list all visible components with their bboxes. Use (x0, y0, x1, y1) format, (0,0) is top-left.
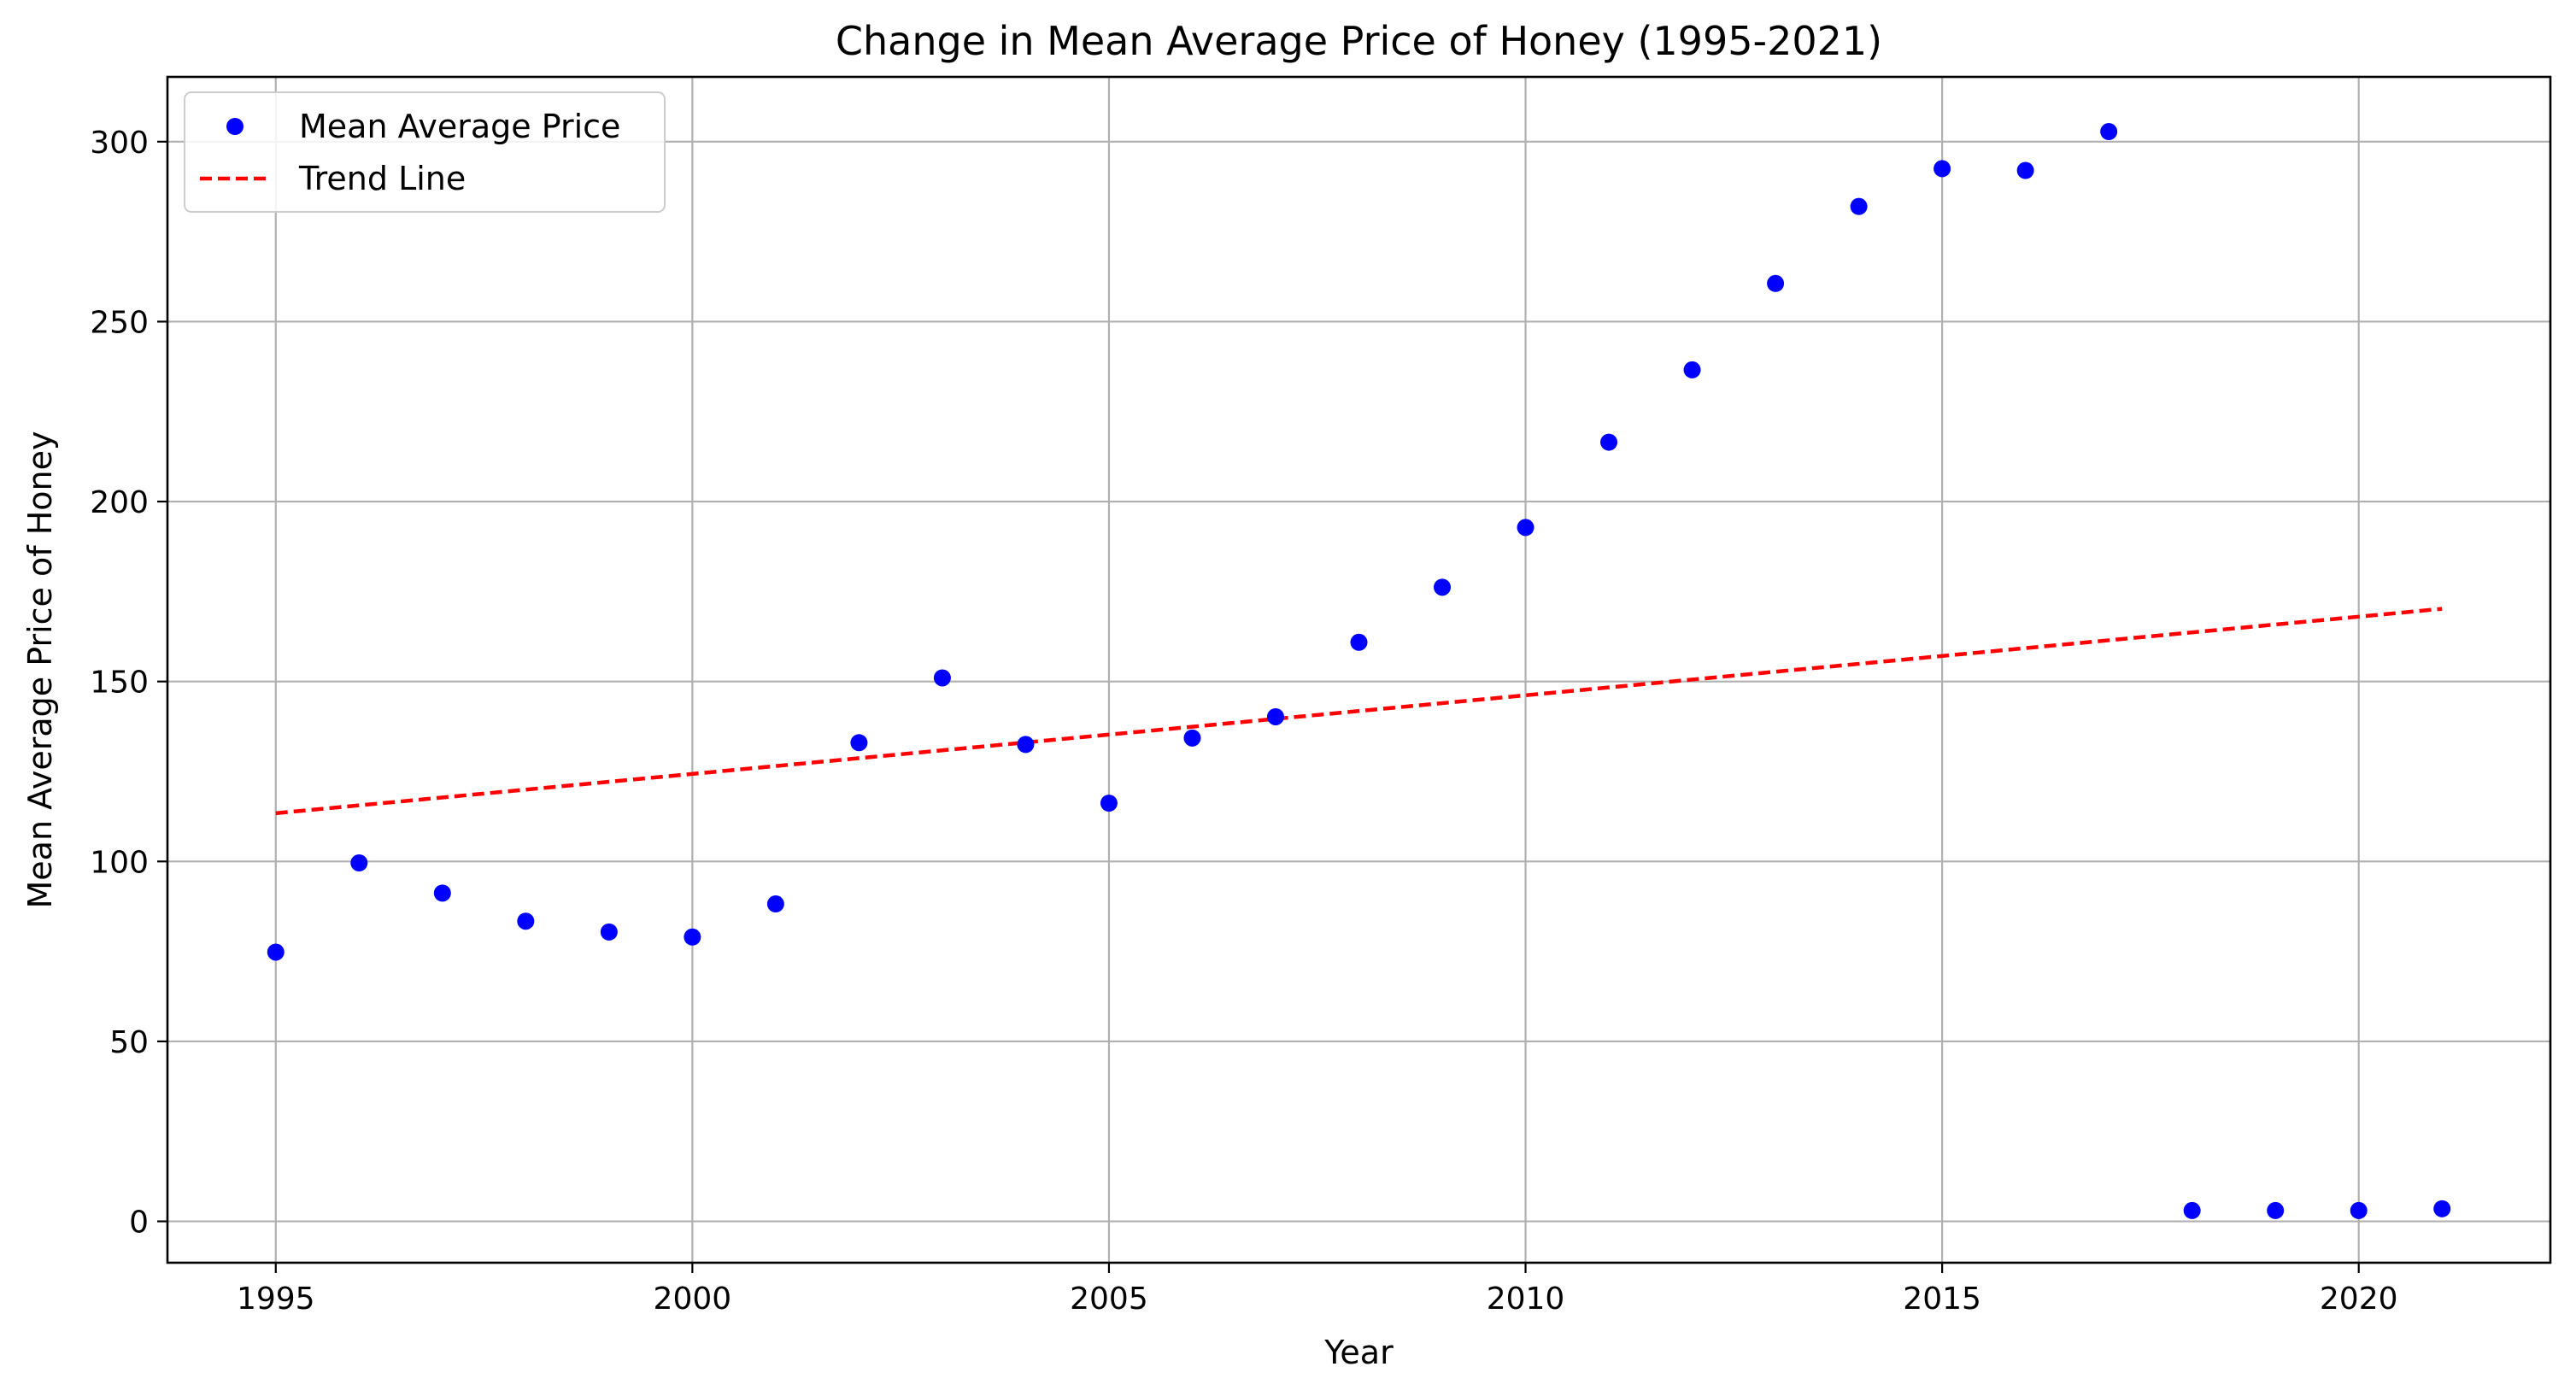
data-point-1999 (600, 923, 618, 941)
data-point-2014 (1850, 197, 1868, 215)
x-tick-label-2015: 2015 (1903, 1282, 1981, 1317)
data-point-2013 (1767, 274, 1785, 292)
data-point-2018 (2183, 1201, 2201, 1219)
data-point-2017 (2100, 123, 2118, 141)
data-point-2015 (1933, 160, 1951, 178)
data-point-2001 (766, 895, 784, 913)
data-point-2009 (1434, 578, 1452, 596)
data-point-2008 (1350, 633, 1368, 651)
data-point-2020 (2350, 1201, 2368, 1219)
legend: Mean Average Price Trend Line (184, 91, 666, 213)
data-point-2019 (2267, 1201, 2285, 1219)
legend-label-mean-average-price: Mean Average Price (299, 108, 620, 145)
x-tick-label-2020: 2020 (2320, 1282, 2398, 1317)
data-point-2012 (1683, 361, 1701, 378)
data-point-2000 (684, 928, 701, 946)
y-tick-label-200: 200 (90, 485, 149, 520)
data-point-2002 (850, 734, 868, 752)
data-point-2007 (1266, 707, 1284, 725)
x-tick-label-2005: 2005 (1070, 1282, 1148, 1317)
data-point-2003 (933, 669, 951, 687)
x-tick-label-1995: 1995 (237, 1282, 315, 1317)
plot-frame (166, 75, 2552, 1264)
y-tick-label-150: 150 (90, 666, 149, 701)
data-point-1998 (517, 912, 535, 930)
x-tick-label-2000: 2000 (654, 1282, 732, 1317)
y-tick-label-100: 100 (90, 845, 149, 880)
y-tick-label-250: 250 (90, 305, 149, 340)
scatter-points-layer (267, 123, 2451, 1219)
y-axis-label: Mean Average Price of Honey (21, 431, 59, 909)
data-point-1995 (267, 943, 285, 961)
data-point-2021 (2433, 1200, 2451, 1217)
data-point-2005 (1100, 795, 1118, 812)
data-point-1996 (350, 853, 368, 871)
y-tick-label-300: 300 (90, 126, 149, 161)
data-point-2006 (1183, 729, 1201, 747)
data-point-2004 (1017, 736, 1035, 754)
trend-line (275, 607, 2443, 816)
trend-line-layer (275, 607, 2443, 816)
grid-lines (167, 77, 2550, 1263)
data-point-2016 (2016, 161, 2034, 179)
x-tick-label-2010: 2010 (1487, 1282, 1565, 1317)
data-point-2010 (1517, 519, 1534, 537)
chart-title: Change in Mean Average Price of Honey (1… (836, 18, 1882, 64)
legend-box (184, 91, 666, 213)
y-tick-label-0: 0 (129, 1205, 149, 1241)
x-axis-label: Year (1323, 1334, 1394, 1371)
legend-marker-mean-average-price (226, 118, 244, 135)
legend-label-trend-line: Trend Line (298, 160, 466, 197)
axes: 1995 2000 2005 2010 2015 2020 0 50 100 150 200 250 3… (90, 75, 2552, 1317)
y-tick-label-50: 50 (109, 1025, 149, 1060)
data-point-1997 (433, 884, 451, 902)
data-point-2011 (1600, 433, 1618, 451)
